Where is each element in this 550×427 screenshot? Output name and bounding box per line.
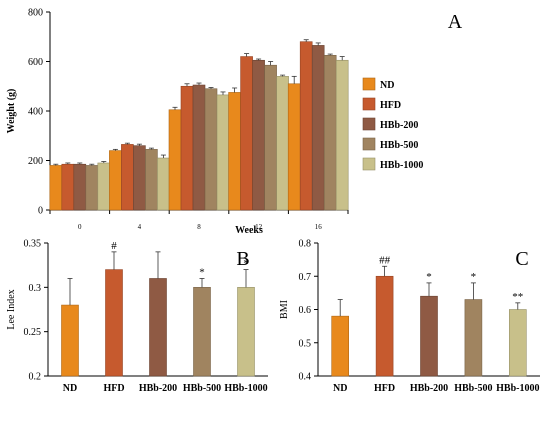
panel-b: 0.2 0.25 0.3 0.35 ND HFD # HBb-200 HBb-500 * HBb-1… — [6, 239, 268, 394]
panel-a-bar — [157, 157, 170, 211]
panel-b-significance-mark: # — [111, 240, 117, 252]
panel-c-significance-mark: ## — [379, 254, 391, 266]
panel-b-y-tick-label: 0.25 — [24, 327, 42, 338]
panel-b-x-tick-label: HBb-1000 — [224, 383, 267, 394]
panel-a-x-tick-label: 16 — [315, 223, 323, 231]
panel-a-bar — [61, 163, 75, 211]
panel-a-bar — [287, 83, 301, 211]
panel-a-x-tick-label: 8 — [197, 223, 201, 231]
panel-b-x-tick-label: HFD — [103, 383, 124, 394]
panel-b-letter: B — [236, 248, 249, 270]
panel-c-y-label: BMI — [279, 300, 290, 319]
panel-a-bar — [264, 64, 277, 211]
legend-label: HFD — [380, 100, 401, 111]
panel-c-x-tick-label: HBb-200 — [410, 383, 448, 394]
panel-a-bar — [216, 94, 230, 211]
panel-b-x-tick-label: HBb-500 — [183, 383, 221, 394]
panel-a-bar — [145, 149, 158, 211]
panel-a-y-tick-label: 800 — [28, 8, 43, 19]
panel-a-bar — [192, 84, 206, 211]
legend-swatch — [362, 157, 376, 171]
panel-b-significance-mark: * — [243, 258, 249, 270]
panel-a-letter: A — [448, 11, 463, 33]
panel-a-bar — [311, 45, 325, 211]
panel-a-y-tick-label: 600 — [28, 57, 43, 68]
panel-a-bar — [133, 145, 146, 211]
panel-b-x-tick-label: HBb-200 — [139, 383, 177, 394]
panel-a-bar — [97, 162, 111, 211]
panel-c-bar — [331, 315, 350, 377]
panel-a-bar — [109, 150, 122, 211]
panel-b-y-tick-label: 0.35 — [24, 239, 42, 250]
panel-b-y-label: Lee Index — [6, 289, 17, 329]
panel-c-significance-mark: * — [426, 271, 432, 283]
panel-b-y-tick-label: 0.3 — [29, 283, 42, 294]
legend-label: HBb-1000 — [380, 160, 423, 171]
panel-c-letter: C — [515, 248, 528, 270]
panel-a-bar — [323, 55, 337, 211]
legend-swatch — [362, 97, 376, 111]
panel-a-bar — [168, 109, 182, 211]
panel-a-bar — [180, 85, 194, 211]
panel-c-significance-mark: ** — [512, 291, 523, 303]
panel-a-bar — [299, 41, 313, 211]
legend-label: HBb-500 — [380, 140, 418, 151]
panel-a-legend: ND HFD HBb-200 HBb-500 HBb-1000 — [362, 77, 423, 171]
panel-a-y-tick-label: 200 — [28, 156, 43, 167]
panel-b-y-tick-label: 0.2 — [29, 372, 42, 383]
panel-c-x-tick-label: HBb-500 — [454, 383, 492, 394]
panel-a-bar — [228, 92, 241, 211]
panel-c-bar — [420, 295, 438, 377]
panel-c-y-tick-label: 0.8 — [299, 239, 312, 250]
panel-a-y-tick-label: 400 — [28, 107, 43, 118]
legend-swatch — [362, 117, 376, 131]
panel-b-bar — [149, 278, 167, 377]
panel-a-bar — [240, 56, 253, 211]
panel-b-bar — [61, 304, 79, 377]
panel-c-y-tick-label: 0.6 — [299, 305, 312, 316]
panel-a-y-tick-label: 0 — [38, 206, 43, 217]
panel-c-x-tick-label: HBb-1000 — [496, 383, 539, 394]
panel-a-bar — [85, 165, 99, 211]
panel-a-bar — [252, 59, 265, 211]
panel-a-x-tick-label: 12 — [255, 223, 263, 231]
panel-a-bar — [73, 163, 87, 211]
panel-c-y-tick-label: 0.5 — [299, 338, 312, 349]
panel-b-bar — [105, 269, 123, 377]
panel-a-bar — [335, 59, 349, 211]
panel-b-x-tick-label: ND — [63, 383, 77, 394]
panel-a-bar — [204, 88, 218, 211]
panel-a: 0 200 400 600 800 0 4 8 12 16 Weight (g) Weeks A ND HF… — [6, 8, 463, 237]
panel-c: 0.4 0.5 0.6 0.7 0.8 ND HFD ## HBb-200 * HBb-500 * HB… — [279, 239, 540, 394]
panel-c-x-tick-label: ND — [333, 383, 347, 394]
panel-c-significance-mark: * — [471, 271, 477, 283]
panel-b-bar — [237, 287, 255, 377]
panel-b-significance-mark: * — [199, 266, 205, 278]
legend-label: HBb-200 — [380, 120, 418, 131]
panel-a-bar — [121, 144, 134, 211]
panel-a-x-tick-label: 4 — [138, 223, 142, 231]
panel-a-x-tick-label: 0 — [78, 223, 82, 231]
panel-c-bar — [375, 275, 394, 377]
panel-c-bar — [508, 309, 527, 377]
legend-label: ND — [380, 80, 394, 91]
panel-c-y-tick-label: 0.4 — [299, 372, 312, 383]
legend-swatch — [362, 137, 376, 151]
panel-a-x-label: Weeks — [235, 225, 263, 236]
panel-c-x-tick-label: HFD — [374, 383, 395, 394]
panel-c-bar — [464, 299, 483, 377]
panel-a-y-label: Weight (g) — [6, 89, 17, 134]
panel-a-bar — [49, 165, 63, 211]
panel-b-bar — [193, 287, 211, 377]
panel-a-bar — [276, 76, 289, 211]
legend-swatch — [362, 77, 376, 91]
panel-c-y-tick-label: 0.7 — [299, 272, 312, 283]
